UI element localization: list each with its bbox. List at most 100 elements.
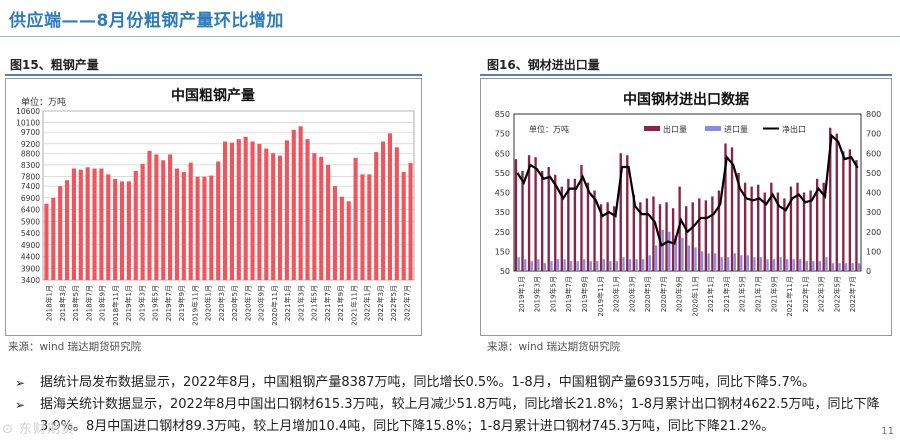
- legend-label-import: 进口量: [724, 125, 748, 134]
- title-divider: [0, 36, 900, 37]
- import-bar: [530, 261, 533, 271]
- output-bar: [326, 164, 331, 280]
- import-bar: [851, 263, 854, 271]
- crude-steel-output-chart: 3400 3900 4400 4900 5400 5900 6400 6900 74007800…: [16, 87, 415, 326]
- chart-title: 中国粗钢产量: [171, 87, 255, 104]
- page-number: 11: [881, 426, 894, 437]
- y-right-tick-label: 700: [866, 130, 881, 139]
- x-tick-label: 2021年5月: [738, 276, 747, 312]
- y-left-tick-label: 550: [495, 169, 510, 178]
- import-bar: [674, 235, 678, 271]
- export-bar: [547, 166, 550, 271]
- export-bar: [711, 196, 714, 271]
- y-tick-label: 10600: [16, 107, 40, 116]
- import-bar: [583, 259, 586, 271]
- y-tick-label: 8300: [21, 161, 40, 170]
- x-tick-label: 2019年7月: [164, 285, 173, 321]
- x-tick-label: 2018年9月: [98, 285, 107, 321]
- import-bar: [655, 245, 658, 271]
- output-bar: [216, 161, 221, 280]
- output-bar: [51, 197, 56, 280]
- x-tick-label: 2018年5月: [71, 285, 80, 321]
- export-bar: [619, 153, 622, 271]
- page-title: 供应端——8月份粗钢产量环比增加: [9, 11, 284, 31]
- import-bar: [543, 263, 547, 271]
- y-right-tick-label: 200: [866, 228, 881, 237]
- x-tick-label: 2021年7月: [753, 276, 762, 312]
- import-bar: [641, 259, 645, 271]
- x-tick-label: 2020年7月: [243, 285, 252, 321]
- y-left-tick-label: 50: [500, 267, 510, 276]
- output-bar: [360, 174, 365, 280]
- y-right-tick-label: 800: [866, 110, 881, 119]
- export-bar: [521, 170, 524, 271]
- y-left-tick-label: 350: [495, 208, 510, 217]
- output-bar: [353, 157, 358, 280]
- import-bar: [681, 237, 684, 271]
- output-bar: [126, 181, 131, 280]
- output-bar: [298, 126, 303, 280]
- output-bar: [140, 163, 145, 280]
- import-bar: [805, 261, 808, 271]
- bullet-text: 据统计局发布数据显示，2022年8月，中国粗钢产量8387万吨，同比增长0.5%…: [40, 375, 816, 390]
- export-bar: [685, 206, 688, 271]
- bullet-text: 据海关统计数据显示，2022年8月中国出口钢材615.3万吨，较上月减少51.8…: [40, 397, 880, 434]
- output-bar: [257, 143, 262, 280]
- watermark: ⊙ 东财期货: [2, 422, 76, 437]
- x-tick-label: 2020年1月: [612, 276, 621, 312]
- import-bar: [615, 261, 619, 271]
- import-bar: [576, 261, 579, 271]
- import-bar: [772, 259, 776, 271]
- import-bar: [818, 261, 822, 271]
- import-bar: [838, 263, 841, 271]
- export-bar: [750, 186, 753, 271]
- import-bar: [609, 261, 612, 271]
- fig16-source: 来源：wind 瑞达期货研究院: [487, 341, 621, 353]
- x-tick-label: 2022年7月: [848, 276, 857, 312]
- x-tick-label: 2021年9月: [336, 285, 345, 321]
- y-tick-label: 8800: [21, 149, 40, 158]
- export-bar: [527, 155, 531, 271]
- output-bar: [319, 156, 324, 280]
- output-bar: [161, 160, 166, 280]
- output-bar: [64, 180, 70, 280]
- import-bar: [589, 261, 592, 271]
- export-bar: [691, 202, 694, 271]
- import-bar: [713, 253, 717, 271]
- output-bar: [408, 162, 413, 280]
- x-tick-label: 2019年5月: [151, 285, 160, 321]
- export-bar: [514, 159, 518, 271]
- output-bar: [284, 140, 289, 280]
- x-tick-label: 2020年11月: [270, 285, 279, 326]
- import-bar: [694, 247, 697, 271]
- import-bar: [628, 259, 632, 271]
- x-tick-label: 2022年7月: [402, 285, 411, 321]
- export-bar: [730, 147, 734, 271]
- import-bar: [661, 229, 664, 271]
- x-tick-label: 2021年11月: [349, 285, 358, 326]
- import-bar: [746, 255, 750, 271]
- x-tick-label: 2020年1月: [204, 285, 213, 321]
- y-left-tick-label: 150: [495, 247, 510, 256]
- export-bar: [671, 208, 675, 271]
- y-left-tick-label: 650: [495, 149, 510, 158]
- export-bar: [698, 198, 701, 271]
- export-bar: [580, 165, 583, 271]
- import-bar: [569, 261, 573, 271]
- y-tick-label: 3900: [21, 264, 40, 273]
- import-bar: [766, 259, 769, 271]
- y-right-tick-label: 100: [866, 247, 881, 256]
- output-bar: [202, 176, 207, 280]
- fig15-caption: 图15、粗钢产量: [10, 58, 99, 72]
- output-bar: [277, 155, 283, 280]
- export-bar: [743, 182, 747, 271]
- x-tick-label: 2021年5月: [310, 285, 319, 321]
- export-bar: [822, 182, 825, 271]
- import-bar: [648, 255, 651, 271]
- output-bar: [209, 175, 214, 280]
- y-left-tick-label: 850: [495, 110, 510, 119]
- import-bar: [831, 263, 835, 271]
- plot-area: [42, 110, 415, 281]
- y-tick-label: 6900: [21, 194, 40, 203]
- export-bar: [796, 182, 799, 271]
